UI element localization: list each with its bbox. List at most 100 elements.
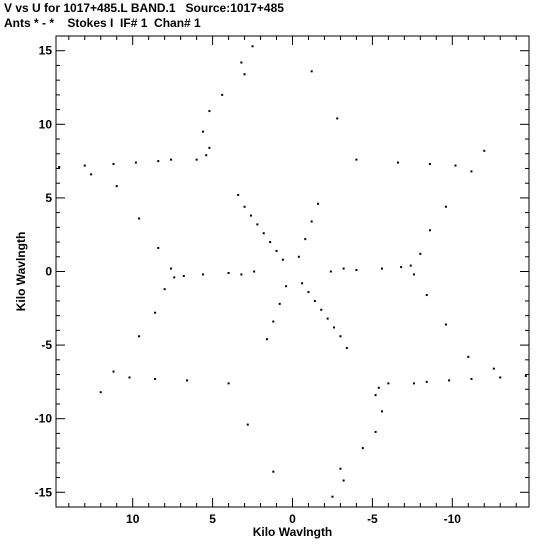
uv-point	[333, 326, 336, 329]
uv-point	[428, 229, 431, 232]
uv-point	[227, 382, 230, 385]
uv-point	[227, 271, 230, 274]
uv-point	[492, 367, 495, 370]
uv-point	[342, 267, 345, 270]
uv-point	[444, 323, 447, 326]
uv-point	[99, 391, 102, 394]
uv-point	[138, 217, 141, 220]
uv-point	[182, 274, 185, 277]
uv-point	[377, 386, 380, 389]
uv-point	[262, 232, 265, 235]
uv-point	[243, 205, 246, 208]
uv-point	[355, 269, 358, 272]
uv-point	[444, 205, 447, 208]
uv-point	[412, 382, 415, 385]
uv-point	[428, 163, 431, 166]
y-tick-label: -10	[35, 412, 53, 426]
uv-point	[336, 117, 339, 120]
uv-point	[339, 335, 342, 338]
uv-point	[128, 376, 131, 379]
axis-ticks	[56, 35, 529, 508]
x-axis-label: Kilo Wavlngth	[253, 525, 333, 539]
y-tick-label: 15	[39, 44, 53, 58]
chart-subtitle: Ants * - * Stokes I IF# 1 Chan# 1	[4, 16, 201, 30]
uv-point	[265, 338, 268, 341]
uv-point	[310, 220, 313, 223]
uv-point	[317, 202, 320, 205]
uv-point	[221, 93, 224, 96]
uv-point	[154, 377, 157, 380]
uv-point	[275, 249, 278, 252]
uv-point	[304, 238, 307, 241]
y-tick-label: 5	[45, 191, 52, 205]
uv-point	[454, 164, 457, 167]
uv-point	[272, 320, 275, 323]
uv-point	[361, 447, 364, 450]
uv-point	[154, 311, 157, 314]
uv-point	[58, 165, 61, 168]
uv-point	[170, 267, 173, 270]
y-tick-label: 10	[39, 117, 53, 131]
uv-point	[269, 241, 272, 244]
uv-point	[253, 270, 256, 273]
uv-point	[339, 467, 342, 470]
uv-point	[320, 308, 323, 311]
uv-point	[483, 149, 486, 152]
uv-point	[278, 302, 281, 305]
uv-point	[163, 288, 166, 291]
uv-point	[115, 185, 118, 188]
x-tick-label: 10	[126, 512, 140, 526]
uv-point	[329, 270, 332, 273]
y-tick-label: -15	[35, 485, 53, 499]
uv-point	[170, 158, 173, 161]
uv-point	[380, 410, 383, 413]
uv-point	[173, 276, 176, 279]
uv-point	[387, 382, 390, 385]
uv-point	[448, 379, 451, 382]
uv-point	[83, 164, 86, 167]
uv-point	[202, 273, 205, 276]
uv-point	[524, 375, 527, 378]
uv-point	[134, 161, 137, 164]
uv-point	[240, 273, 243, 276]
uv-point	[195, 158, 198, 161]
uv-point	[409, 264, 412, 267]
uv-point	[425, 294, 428, 297]
uv-point	[470, 377, 473, 380]
uv-point	[237, 193, 240, 196]
uv-point	[297, 255, 300, 258]
uv-point	[467, 355, 470, 358]
uv-point	[342, 479, 345, 482]
uv-point	[419, 252, 422, 255]
uv-point	[285, 285, 288, 288]
uv-point	[256, 223, 259, 226]
chart-title: V vs U for 1017+485.L BAND.1 Source:1017…	[4, 1, 284, 15]
uv-point	[307, 291, 310, 294]
uv-point	[345, 347, 348, 350]
uv-point	[313, 299, 316, 302]
uv-point	[246, 423, 249, 426]
uv-point	[470, 170, 473, 173]
uv-point	[243, 73, 246, 76]
x-tick-label: 5	[209, 512, 216, 526]
uv-point	[205, 154, 208, 157]
uv-point	[380, 267, 383, 270]
data-points	[58, 45, 527, 498]
uv-point	[272, 470, 275, 473]
uv-point	[138, 335, 141, 338]
axis-tick-labels: 10 5 0 -5 -10 15 10 5 0 -5 -10 -15	[35, 44, 462, 526]
uv-point	[208, 146, 211, 149]
uv-point	[355, 158, 358, 161]
uv-point	[112, 163, 115, 166]
uv-point	[331, 495, 334, 498]
uv-point	[249, 214, 252, 217]
plot-frame	[55, 35, 530, 508]
uv-point	[240, 61, 243, 64]
x-tick-label: -5	[367, 512, 378, 526]
uv-point	[396, 161, 399, 164]
uv-point	[301, 282, 304, 285]
uv-point	[425, 380, 428, 383]
uv-point	[186, 379, 189, 382]
